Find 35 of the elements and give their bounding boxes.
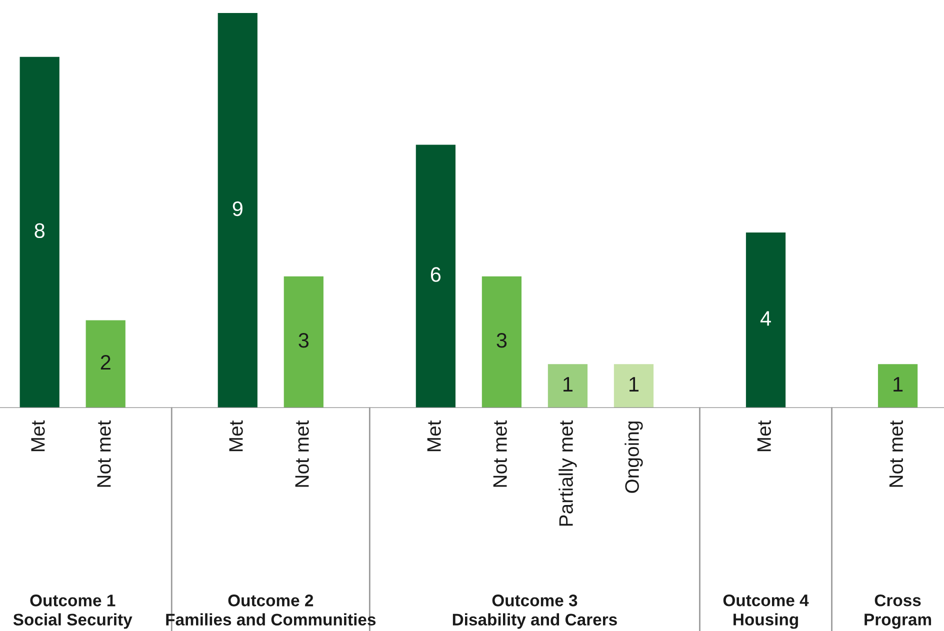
x-tick-label: Partially met (558, 420, 577, 526)
text: Outcome 3 Disability and Carers (452, 594, 617, 629)
bar (746, 232, 786, 408)
data-label: 6 (430, 267, 441, 282)
data-label: 1 (630, 377, 639, 392)
x-tick-label: Not met (493, 420, 507, 487)
bar (416, 144, 456, 408)
x-tick-label: Met (427, 420, 441, 452)
bar (284, 276, 324, 408)
x-tick-label: Met (31, 420, 45, 452)
data-label: 1 (564, 377, 572, 392)
bar (86, 320, 126, 408)
data-label: 1 (894, 377, 903, 392)
bar (548, 364, 588, 408)
text: Outcome 4 Housing (723, 594, 809, 629)
x-tick-label: Met (757, 420, 771, 452)
x-tick-label: Not met (295, 420, 309, 487)
data-label: 2 (100, 354, 110, 370)
x-tick-label: Met (229, 420, 243, 452)
data-label: 9 (232, 201, 242, 216)
x-tick-label: Not met (889, 420, 904, 487)
bar (218, 13, 258, 408)
x-tick-label: Not met (97, 420, 111, 487)
text: Outcome 1 Social Security (13, 594, 132, 629)
bar (614, 364, 654, 408)
bar (482, 276, 522, 408)
bar (20, 56, 60, 408)
data-label: 3 (298, 333, 309, 348)
data-label: 3 (496, 333, 507, 348)
text: Cross Program (864, 594, 932, 629)
text: Outcome 2 Families and Communities (166, 594, 376, 626)
data-label: 4 (760, 311, 771, 326)
data-label: 8 (34, 223, 44, 238)
bar (878, 364, 918, 408)
x-tick-label: Ongoing (624, 422, 643, 493)
